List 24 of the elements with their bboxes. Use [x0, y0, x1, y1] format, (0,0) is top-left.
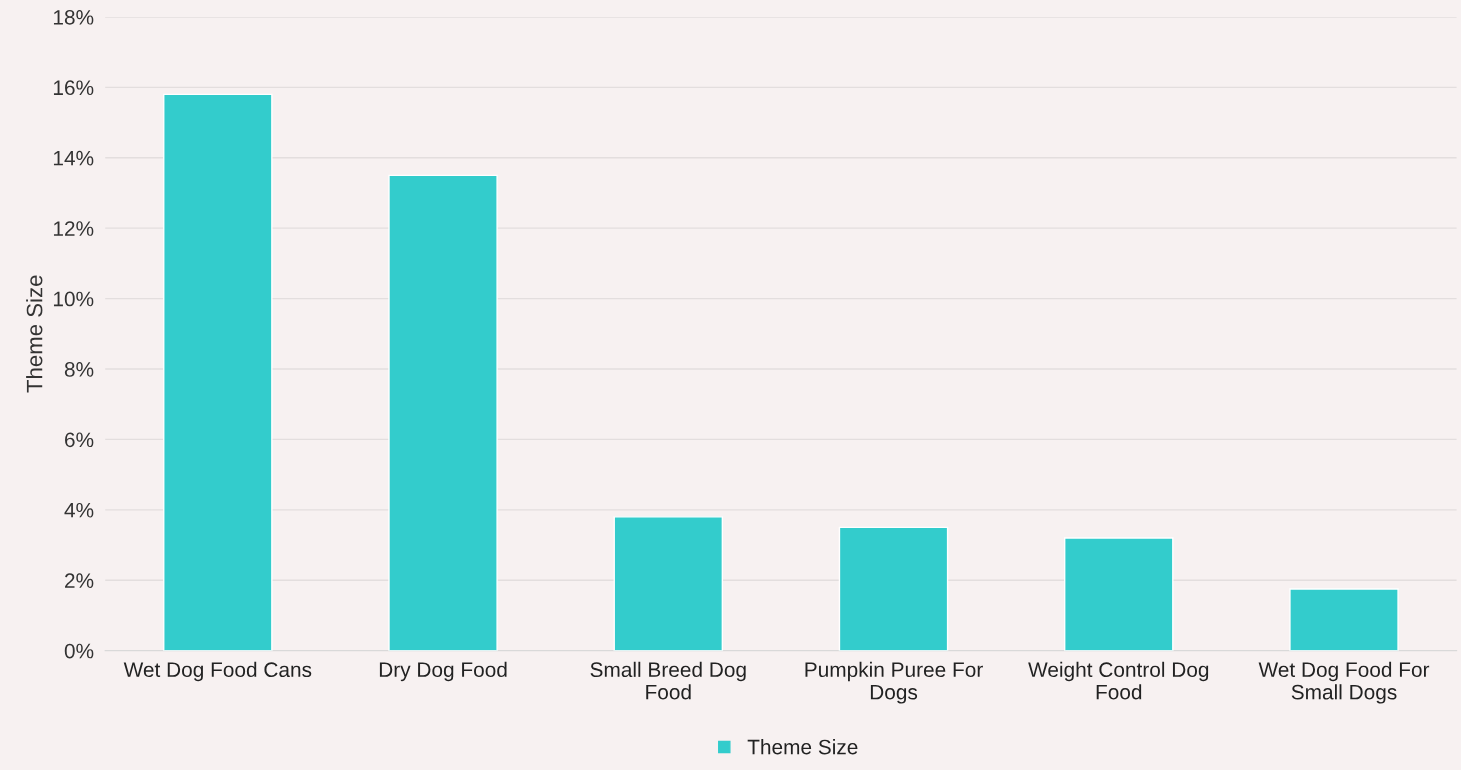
bar: [388, 174, 498, 651]
bar: [1064, 537, 1174, 651]
y-tick-label: 6%: [65, 432, 94, 448]
y-tick-label: 14%: [53, 150, 94, 166]
bar: [1289, 588, 1399, 651]
x-tick-label: Wet Dog Food Cans: [123, 661, 312, 682]
x-tick-label: Weight Control Dog Food: [1028, 661, 1209, 700]
x-tick-label: Dry Dog Food: [379, 661, 507, 682]
y-tick-label: 12%: [53, 221, 94, 236]
y-tick-label: 4%: [64, 502, 94, 518]
legend-label: Theme Size: [747, 739, 858, 755]
x-tick-label: Small Breed Dog Food: [590, 661, 746, 700]
x-tick-label: Pumpkin Puree For Dogs: [805, 661, 983, 704]
bar: [838, 526, 949, 651]
y-tick-label: 8%: [64, 362, 94, 377]
bar: [613, 516, 724, 651]
y-tick-label: 2%: [65, 573, 94, 588]
bar: [163, 93, 273, 651]
y-axis-title: Theme Size: [26, 275, 43, 393]
y-tick-label: 0%: [64, 643, 94, 659]
x-tick-label: Wet Dog Food For Small Dogs: [1258, 661, 1430, 704]
y-tick-label: 18%: [53, 9, 94, 25]
y-tick-label: 16%: [53, 80, 94, 96]
y-tick-label: 10%: [53, 291, 94, 307]
